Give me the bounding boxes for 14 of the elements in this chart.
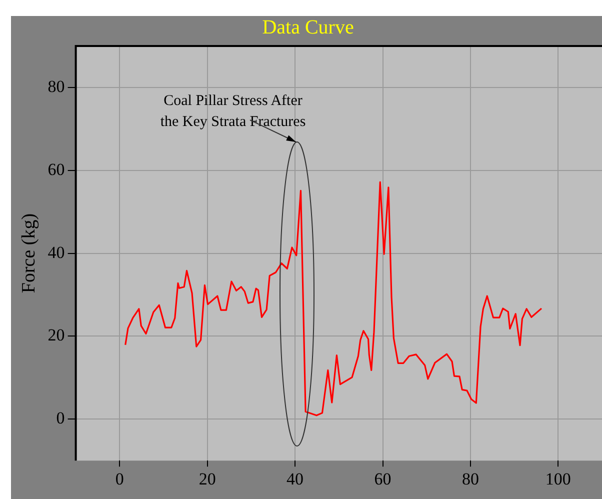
x-tick-label: 60 xyxy=(374,469,392,488)
y-axis-title: Force (kg) xyxy=(18,213,40,294)
y-tick-label: 40 xyxy=(48,242,65,262)
x-tick-label: 0 xyxy=(115,469,124,488)
x-tick-label: 100 xyxy=(545,469,571,488)
x-tick-label: 20 xyxy=(198,469,216,488)
y-tick-label: 80 xyxy=(48,76,65,96)
x-tick-label: 40 xyxy=(286,469,304,488)
chart-title: Data Curve xyxy=(262,16,354,38)
y-tick-label: 20 xyxy=(48,326,65,345)
x-tick-label: 80 xyxy=(462,469,479,488)
annotation: Coal Pillar Stress After the Key Strata Fractures xyxy=(160,92,306,130)
y-tick-label: 60 xyxy=(48,160,65,179)
y-tick-label: 0 xyxy=(56,408,65,428)
